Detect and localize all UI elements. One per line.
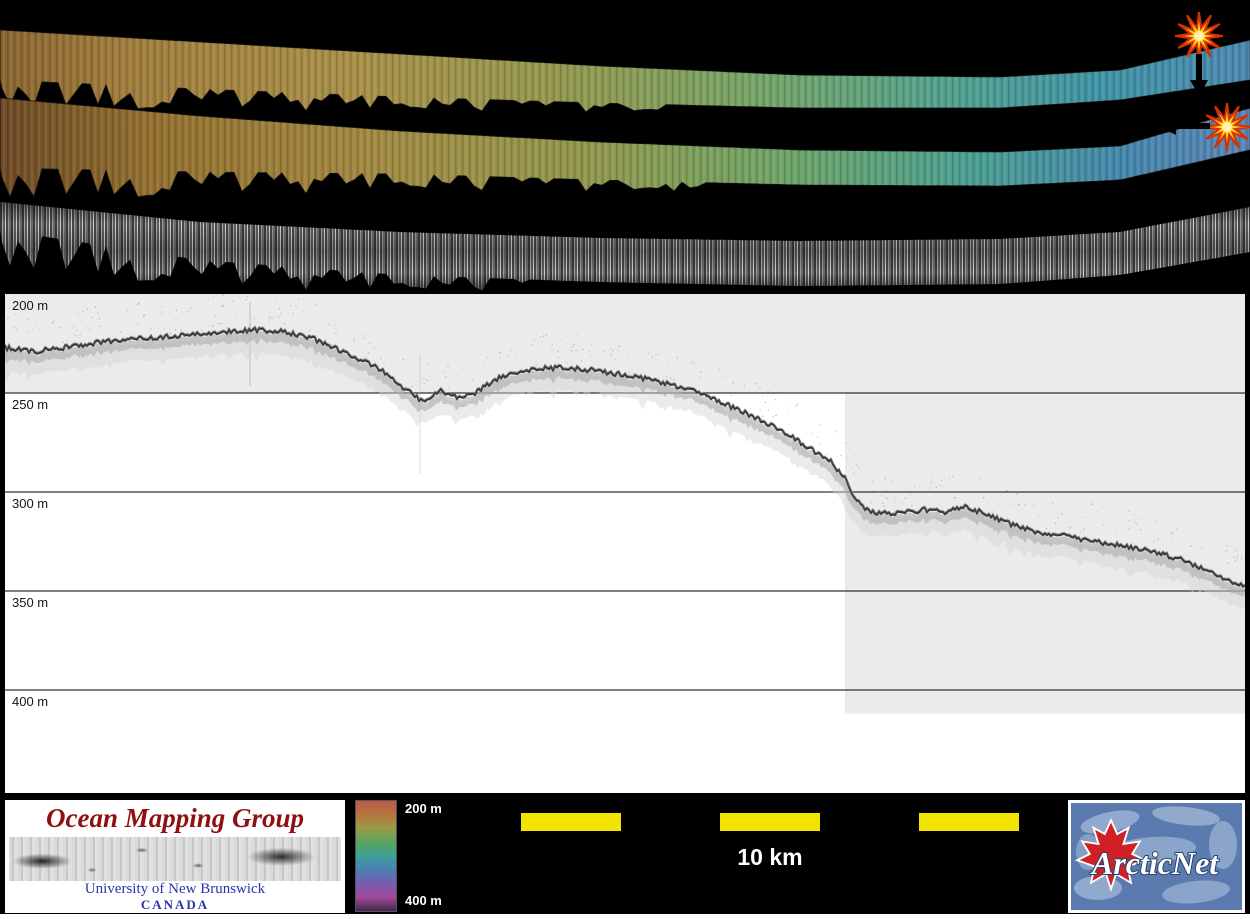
survey-line-markers [1158, 11, 1250, 152]
footer-bar: Ocean Mapping Group University of New Br… [0, 795, 1250, 919]
data-extent-shading [845, 294, 1245, 714]
swath-mosaic-graphic [0, 11, 1250, 291]
swath-1-stripe-texture [0, 30, 1250, 112]
swath-bands [0, 29, 1250, 291]
echo-speckle-noise [7, 294, 1243, 579]
subbottom-echogram [5, 294, 1245, 714]
scale-bar-segment [919, 813, 1019, 831]
distance-scale: 10 km [518, 810, 1022, 871]
omg-logo-title: Ocean Mapping Group [45, 803, 305, 833]
scale-bar-segment [620, 813, 721, 831]
arcticnet-logo-graphic: ArcticNet [1068, 800, 1245, 913]
bottom-white-strip [0, 914, 1250, 919]
arcticnet-logo: ArcticNet [1068, 800, 1245, 913]
backscatter-swath-shading [0, 202, 1250, 291]
maple-leaf-icon [1074, 817, 1148, 892]
depth-color-legend: 200 m 400 m [355, 800, 465, 914]
omg-country-text: CANADA [140, 897, 210, 912]
scale-bar-label: 10 km [737, 844, 803, 870]
arrow-left-icon [1158, 117, 1210, 135]
subbottom-profile-panel: 200 m 250 m 300 m 350 m 400 m [3, 292, 1247, 795]
depth-colorbar [355, 800, 397, 912]
arcticnet-logo-text: ArcticNet [1090, 845, 1219, 881]
scale-bar-segment [521, 813, 621, 831]
seafloor-echo-trace [5, 325, 1245, 610]
colorbar-bottom-label: 400 m [405, 893, 442, 908]
starburst-icon [1174, 11, 1224, 61]
swath-2-stripe-texture [0, 98, 1250, 197]
colorbar-top-label: 200 m [405, 801, 442, 816]
scale-bar-segment [720, 813, 820, 831]
scale-bar [518, 810, 1022, 834]
sonar-swath-panel [0, 0, 1250, 292]
scale-bar-segment [819, 813, 920, 831]
omg-university-text: University of New Brunswick [84, 881, 266, 897]
arrow-down-icon [1190, 54, 1208, 96]
omg-sidescan-texture-image [9, 837, 341, 881]
omg-logo: Ocean Mapping Group University of New Br… [5, 800, 345, 913]
